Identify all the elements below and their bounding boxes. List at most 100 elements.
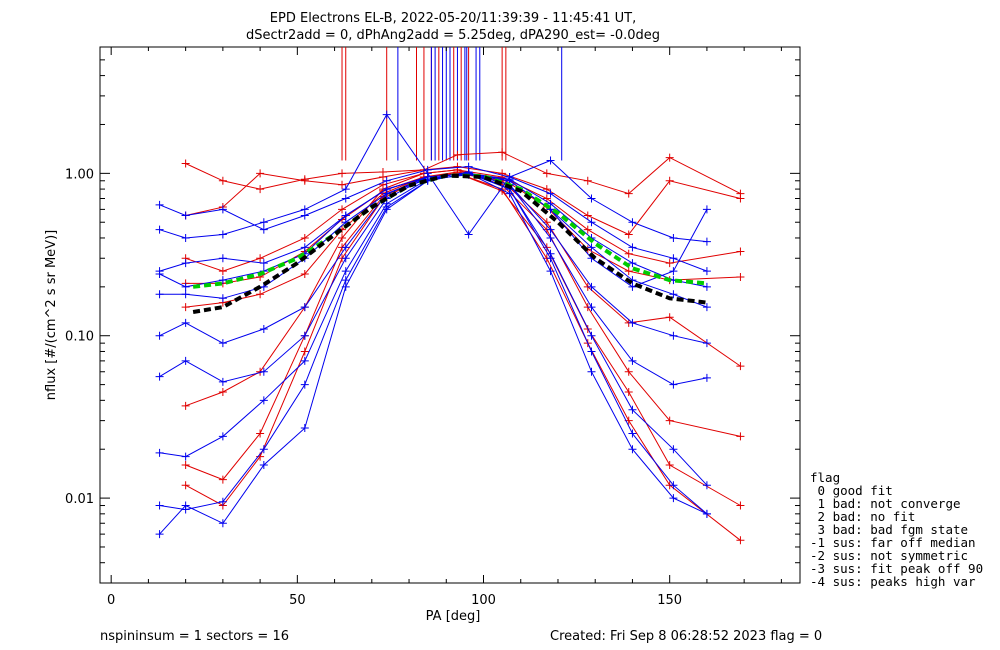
data-point xyxy=(218,176,227,185)
data-point xyxy=(546,156,555,165)
data-point xyxy=(181,282,190,291)
series-line xyxy=(185,166,741,236)
data-point xyxy=(341,194,350,203)
data-point xyxy=(624,189,633,198)
data-point xyxy=(338,169,347,178)
footer-right: Created: Fri Sep 8 06:28:52 2023 flag = … xyxy=(550,629,822,644)
data-point xyxy=(218,339,227,348)
data-point xyxy=(669,233,678,242)
data-point xyxy=(669,290,678,299)
data-point xyxy=(256,169,265,178)
data-point xyxy=(181,452,190,461)
plot-area xyxy=(155,47,745,545)
data-point xyxy=(624,249,633,258)
data-point xyxy=(628,356,637,365)
data-point xyxy=(587,218,596,227)
legend-item: -4 sus: peaks high var xyxy=(810,574,976,589)
x-tick-label: 0 xyxy=(107,593,115,608)
data-point xyxy=(155,331,164,340)
data-point xyxy=(498,148,507,157)
data-point xyxy=(669,445,678,454)
chart-title-line1: EPD Electrons EL-B, 2022-05-20/11:39:39 … xyxy=(270,11,636,26)
legend-item: 1 bad: not converge xyxy=(810,496,961,511)
data-point xyxy=(587,282,596,291)
data-point xyxy=(628,259,637,268)
data-point xyxy=(256,254,265,263)
data-point xyxy=(341,243,350,252)
data-point xyxy=(624,367,633,376)
data-point xyxy=(259,259,268,268)
data-point xyxy=(628,282,637,291)
data-point xyxy=(736,501,745,510)
legend-title: flag xyxy=(810,470,840,485)
x-axis-label: PA [deg] xyxy=(426,609,481,624)
data-point xyxy=(218,267,227,276)
x-tick-label: 100 xyxy=(471,593,496,608)
data-point xyxy=(218,254,227,263)
data-point xyxy=(628,243,637,252)
y-axis-label: nflux [#/(cm^2 s sr MeV)] xyxy=(44,230,59,400)
series-line xyxy=(185,172,741,506)
data-point xyxy=(218,230,227,239)
data-point xyxy=(338,205,347,214)
data-point xyxy=(665,259,674,268)
data-point xyxy=(665,460,674,469)
y-tick-label: 0.10 xyxy=(65,330,94,345)
data-point xyxy=(181,356,190,365)
data-point xyxy=(587,347,596,356)
data-point xyxy=(218,276,227,285)
x-tick-label: 150 xyxy=(657,593,682,608)
axes: 0 50 100 150 0.01 0.10 1.00 xyxy=(65,46,800,608)
data-point xyxy=(256,290,265,299)
data-point xyxy=(181,460,190,469)
data-point xyxy=(702,339,711,348)
data-point xyxy=(628,405,637,414)
data-point xyxy=(669,494,678,503)
data-point xyxy=(341,254,350,263)
data-point xyxy=(587,331,596,340)
data-point xyxy=(382,203,391,212)
legend-item: 2 bad: no fit xyxy=(810,509,915,524)
data-point xyxy=(624,230,633,239)
data-point xyxy=(155,225,164,234)
series-line xyxy=(159,174,708,308)
data-point xyxy=(181,303,190,312)
data-point xyxy=(382,185,391,194)
data-point xyxy=(259,225,268,234)
flag-legend: flag 0 good fit 1 bad: not converge 2 ba… xyxy=(810,470,983,589)
data-point xyxy=(259,460,268,469)
series-line xyxy=(185,171,741,284)
data-point xyxy=(505,189,514,198)
data-point xyxy=(341,267,350,276)
legend-item: -1 sus: far off median xyxy=(810,535,976,550)
data-point xyxy=(218,377,227,386)
data-point xyxy=(587,303,596,312)
data-point xyxy=(155,501,164,510)
data-point xyxy=(300,331,309,340)
series-line xyxy=(185,169,741,437)
data-point xyxy=(583,225,592,234)
data-point xyxy=(736,272,745,281)
data-point xyxy=(669,331,678,340)
data-point xyxy=(546,233,555,242)
data-point xyxy=(583,211,592,220)
data-point xyxy=(300,424,309,433)
data-point xyxy=(587,243,596,252)
data-point xyxy=(583,176,592,185)
data-point xyxy=(546,225,555,234)
data-point xyxy=(155,269,164,278)
data-point xyxy=(181,211,190,220)
legend-item: 0 good fit xyxy=(810,483,893,498)
data-point xyxy=(218,519,227,528)
data-point xyxy=(665,153,674,162)
data-point xyxy=(546,189,555,198)
data-point xyxy=(546,267,555,276)
data-point xyxy=(300,347,309,356)
data-point xyxy=(181,481,190,490)
data-point xyxy=(218,475,227,484)
series-line xyxy=(185,169,741,272)
data-point xyxy=(181,259,190,268)
legend-item: -3 sus: fit peak off 90 xyxy=(810,561,983,576)
data-point xyxy=(702,267,711,276)
data-point xyxy=(155,448,164,457)
